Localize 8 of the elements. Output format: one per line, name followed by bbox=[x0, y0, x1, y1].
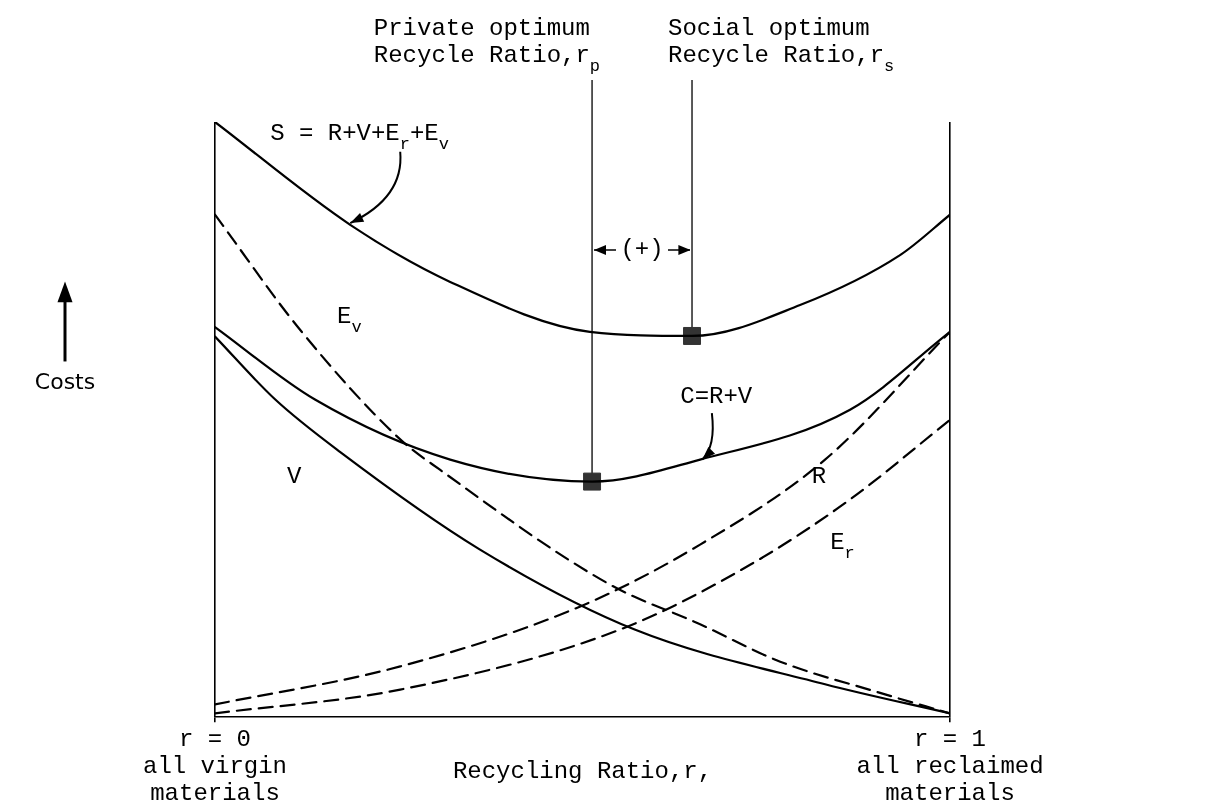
y-axis-title: Costs bbox=[34, 369, 96, 395]
annotation: (+) bbox=[620, 236, 664, 264]
series-label: C=R+V bbox=[680, 382, 753, 410]
series-label: R bbox=[811, 462, 827, 490]
x-tick-label: r = 1 all reclaimed materials bbox=[856, 726, 1044, 807]
x-tick-label: r = 0 all virgin materials bbox=[142, 726, 288, 807]
x-axis-title: Recycling Ratio,r, bbox=[452, 758, 713, 786]
series-label: V bbox=[287, 462, 303, 490]
